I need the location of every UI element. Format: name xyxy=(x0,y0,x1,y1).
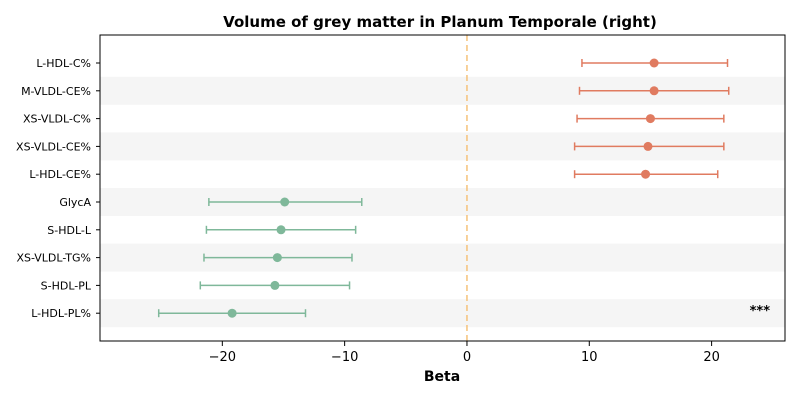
beta-point xyxy=(276,225,286,235)
row-band xyxy=(100,243,785,272)
x-tick-label: 20 xyxy=(703,350,720,365)
y-tick-label: S-HDL-PL xyxy=(41,279,92,292)
row-band xyxy=(100,188,785,216)
beta-point xyxy=(280,197,290,207)
y-tick-label: L-HDL-C% xyxy=(36,57,91,70)
beta-point xyxy=(641,169,651,179)
significance-label: *** xyxy=(750,304,771,319)
beta-point xyxy=(649,86,659,96)
y-tick-label: L-HDL-CE% xyxy=(29,168,91,181)
beta-point xyxy=(270,280,280,290)
annotations: *** xyxy=(750,304,771,319)
y-tick-label: S-HDL-L xyxy=(47,224,92,237)
x-tick-label: −20 xyxy=(209,350,236,365)
y-tick-label: L-HDL-PL% xyxy=(31,307,91,320)
x-tick-label: 10 xyxy=(581,350,598,365)
x-axis: −20 −10 0 10 20 xyxy=(209,341,720,365)
y-tick-label: XS-VLDL-TG% xyxy=(16,252,91,265)
y-tick-label: XS-VLDL-CE% xyxy=(16,140,91,153)
beta-point xyxy=(643,141,653,151)
beta-point xyxy=(645,114,655,124)
data-marks xyxy=(157,58,730,318)
chart-title: Volume of grey matter in Planum Temporal… xyxy=(223,13,657,31)
beta-point xyxy=(272,253,282,263)
beta-point xyxy=(227,308,237,318)
beta-point xyxy=(649,58,659,68)
y-tick-label: GlycA xyxy=(59,196,91,209)
row-bands xyxy=(100,76,785,328)
x-axis-label: Beta xyxy=(424,369,460,385)
x-tick-label: −10 xyxy=(331,350,358,365)
y-axis-labels: L-HDL-C% M-VLDL-CE% XS-VLDL-C% XS-VLDL-CE% L… xyxy=(16,57,100,320)
y-tick-label: XS-VLDL-C% xyxy=(23,113,91,126)
x-tick-label: 0 xyxy=(463,350,471,365)
plot-frame xyxy=(99,34,786,342)
y-tick-label: M-VLDL-CE% xyxy=(21,85,91,98)
